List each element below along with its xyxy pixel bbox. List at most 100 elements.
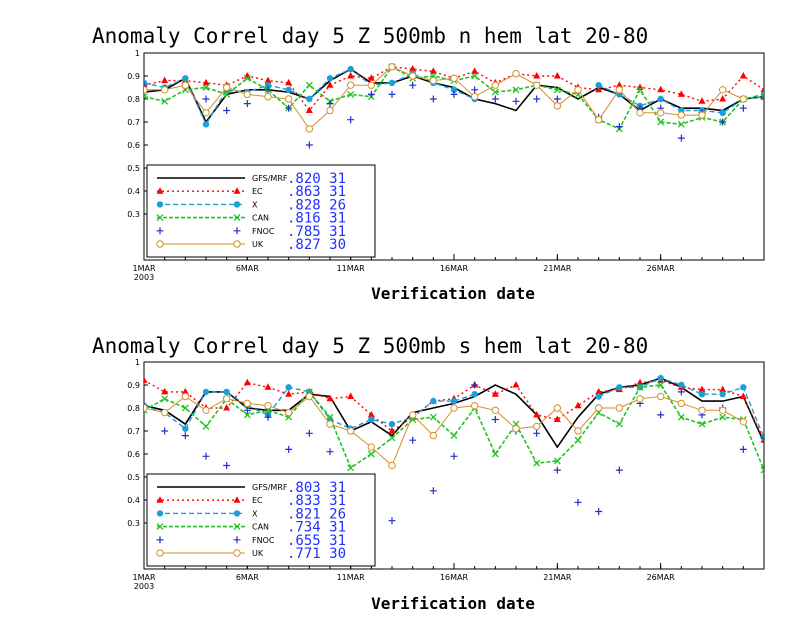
data-point-uk [305, 392, 314, 401]
data-point-x [698, 391, 706, 398]
y-tick-label: 0.6 [127, 450, 140, 459]
legend-label-fnoc: FNOC [252, 536, 275, 545]
data-point-uk [615, 404, 624, 412]
data-point-can [512, 86, 520, 94]
data-point-ec [553, 415, 561, 422]
legend-entry-x: X .828 26 [156, 197, 346, 213]
legend-entry-fnoc: FNOC .655 31 [156, 533, 346, 549]
legend-stat-fnoc: .785 31 [287, 224, 346, 240]
legend-marker-x [233, 510, 241, 517]
data-point-uk [698, 111, 706, 119]
data-point-ec [326, 394, 334, 402]
data-point-fnoc [450, 90, 458, 98]
legend-label-can: CAN [252, 214, 269, 223]
data-point-fnoc [533, 95, 541, 103]
data-point-ec [533, 72, 541, 79]
data-point-x [202, 388, 210, 396]
data-point-can [388, 434, 396, 442]
legend-entry-gfs: GFS/MRF .803 31 [157, 480, 346, 496]
data-point-fnoc [760, 95, 764, 103]
data-point-x [740, 384, 747, 391]
data-point-x [471, 391, 478, 398]
data-point-ec [388, 427, 396, 434]
data-point-ec [144, 376, 148, 383]
data-point-can [657, 381, 665, 389]
data-point-can [698, 420, 706, 428]
data-point-ec [636, 378, 644, 386]
x-tick-label: 1MAR [132, 573, 155, 582]
data-point-can [347, 464, 355, 472]
data-point-x [144, 79, 148, 87]
y-tick-label: 0.7 [127, 427, 140, 436]
legend-marker-ec [233, 496, 241, 503]
legend-stat-uk: .827 30 [287, 237, 346, 253]
data-point-can [144, 93, 148, 101]
legend-label-ec: EC [252, 187, 263, 196]
data-point-uk [388, 63, 396, 71]
legend-marker-can [233, 214, 241, 222]
data-point-x [285, 384, 292, 391]
legend-entry-fnoc: FNOC .785 31 [156, 224, 346, 240]
legend-stat-uk: .771 30 [287, 546, 346, 562]
data-point-ec [285, 78, 293, 86]
data-point-can [533, 459, 541, 467]
data-point-x [719, 391, 726, 398]
data-point-ec [326, 81, 334, 88]
data-point-uk [656, 109, 665, 117]
data-point-fnoc [657, 411, 665, 419]
legend-label-x: X [252, 509, 258, 518]
data-point-can [677, 413, 685, 421]
legend-marker-ec [233, 187, 241, 194]
data-point-ec [698, 97, 706, 104]
data-point-uk [144, 86, 148, 94]
legend-marker-uk [156, 240, 164, 248]
data-point-fnoc [760, 434, 764, 442]
data-point-fnoc [305, 141, 313, 149]
legend-entry-can: CAN .734 31 [156, 520, 346, 536]
data-point-can [719, 413, 727, 421]
y-tick-label: 0.3 [127, 210, 140, 219]
data-point-uk [160, 86, 169, 94]
data-point-x [285, 86, 292, 94]
legend-marker-uk [233, 240, 241, 248]
data-point-can [450, 432, 458, 440]
data-point-uk [553, 404, 562, 412]
data-point-x [202, 121, 210, 128]
legend-stat-can: .816 31 [287, 211, 346, 227]
legend-entry-uk: UK .827 30 [156, 237, 346, 253]
data-point-uk [615, 86, 624, 94]
data-point-fnoc [243, 406, 251, 414]
data-point-ec [553, 72, 561, 79]
data-point-can [326, 413, 334, 421]
data-point-ec [429, 67, 437, 74]
data-point-uk [594, 404, 603, 412]
data-point-ec [305, 106, 313, 113]
data-point-fnoc [305, 429, 313, 437]
x-tick-label: 26MAR [647, 573, 676, 582]
legend-stat-x: .821 26 [287, 506, 346, 522]
data-point-ec [181, 387, 189, 395]
data-point-x [616, 384, 623, 391]
data-point-uk [553, 102, 562, 110]
data-point-uk [305, 125, 314, 133]
y-axis-nhem: 0.3 0.4 0.5 0.6 0.7 0.8 0.9 1 [127, 49, 148, 219]
data-point-uk [532, 422, 541, 431]
legend-entry-can: CAN .816 31 [156, 211, 346, 227]
x-tick-label: 11MAR [337, 264, 366, 273]
x-axis-label-shem: Verification date [371, 594, 535, 613]
legend-label-gfs: GFS/MRF [252, 174, 288, 183]
data-point-x [595, 82, 602, 89]
legend-label-ec: EC [252, 496, 263, 505]
data-point-fnoc [326, 448, 334, 456]
data-point-ec [595, 85, 603, 93]
data-point-fnoc [553, 466, 561, 474]
y-tick-label: 1 [135, 49, 140, 58]
data-point-uk [512, 425, 520, 433]
data-point-can [223, 90, 231, 98]
data-point-fnoc [553, 95, 561, 103]
y-tick-label: 0.9 [127, 72, 140, 81]
data-point-can [305, 81, 313, 89]
